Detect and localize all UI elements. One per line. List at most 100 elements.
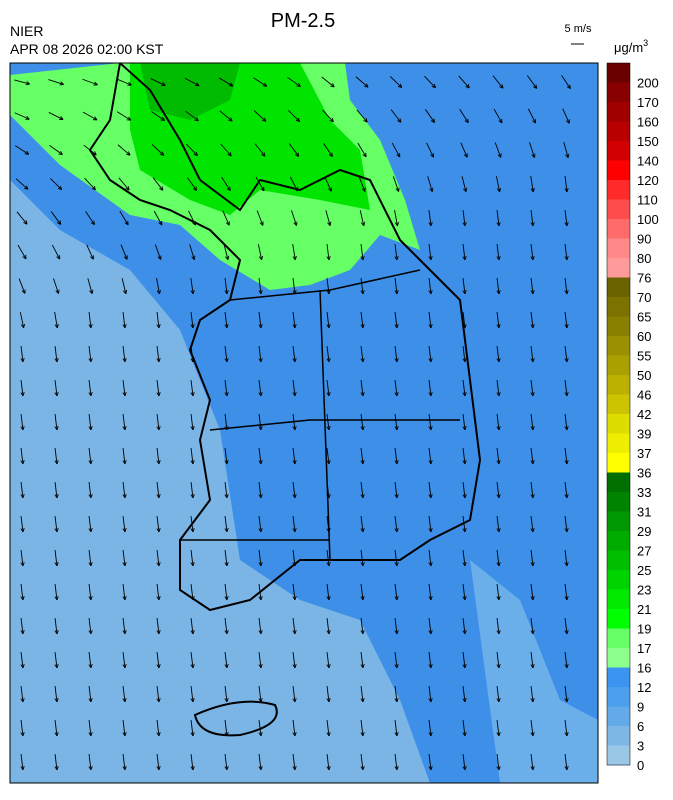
wind-arrow-head [295, 117, 301, 123]
wind-arrow [530, 720, 534, 736]
wind-arrow [360, 618, 364, 634]
wind-arrow [530, 584, 534, 600]
wind-arrow-head [530, 460, 535, 465]
wind-arrow [289, 176, 299, 192]
wind-arrow [564, 346, 568, 362]
wind-arrow-head [462, 766, 467, 771]
wind-arrow-head [190, 426, 195, 431]
wind-arrow-head [122, 494, 127, 499]
wind-arrow [530, 448, 534, 464]
legend-swatch [607, 628, 630, 649]
wind-arrow [496, 244, 500, 260]
wind-arrow [394, 652, 398, 668]
wind-arrow [48, 79, 64, 85]
wind-arrow [292, 380, 296, 396]
wind-arrow [326, 346, 330, 362]
wind-arrow [564, 312, 568, 328]
wind-arrow-head [296, 82, 301, 88]
wind-arrow [291, 210, 297, 226]
legend-swatch [607, 121, 630, 142]
wind-arrow-head [122, 630, 127, 635]
wind-arrow [357, 142, 367, 158]
wind-arrow-head [360, 221, 366, 227]
wind-arrow-head [90, 255, 94, 260]
wind-arrow [325, 210, 331, 226]
wind-arrow [530, 652, 534, 668]
wind-arrow [496, 210, 500, 226]
wind-arrow-head [127, 81, 132, 86]
wind-arrow [258, 686, 262, 702]
wind-arrow [360, 414, 364, 430]
wind-arrow-head [564, 528, 569, 533]
wind-arrow-head [565, 153, 570, 159]
wind-arrow [156, 448, 160, 464]
wind-arrow [54, 550, 58, 566]
wind-arrow-head [496, 426, 501, 431]
wind-arrow [392, 176, 400, 192]
wind-arrow [19, 312, 25, 328]
wind-arrow [224, 346, 228, 362]
legend-label: 25 [637, 563, 651, 578]
wind-arrow [20, 720, 24, 736]
wind-arrow-head [156, 732, 161, 737]
unit-base: μg/m [614, 40, 643, 55]
wind-arrow [360, 244, 364, 260]
wind-arrow-head [499, 84, 504, 89]
wind-arrow-head [564, 698, 569, 703]
wind-arrow [150, 78, 166, 86]
wind-arrow-head [564, 324, 569, 329]
wind-arrow [156, 414, 160, 430]
wind-arrow [224, 380, 228, 396]
wind-arrow [530, 312, 534, 328]
wind-arrow-head [294, 152, 300, 157]
wind-arrow-head [190, 460, 195, 465]
wind-arrow-head [530, 630, 535, 635]
wind-arrow-head [462, 290, 467, 295]
wind-arrow [156, 550, 160, 566]
wind-arrow-head [54, 596, 59, 601]
wind-arrow-head [564, 664, 569, 669]
wind-arrow [122, 414, 126, 430]
wind-arrow-head [92, 116, 98, 121]
wind-arrow [218, 77, 234, 87]
wind-arrow-head [530, 698, 535, 703]
wind-arrow-head [292, 528, 297, 533]
legend-swatch [607, 472, 630, 493]
wind-arrow-head [360, 358, 365, 363]
wind-arrow-head [462, 528, 467, 533]
legend-label: 3 [637, 739, 644, 754]
wind-arrow-head [428, 528, 433, 533]
wind-arrow-head [58, 150, 63, 156]
legend-swatch [607, 550, 630, 571]
wind-arrow [496, 686, 500, 702]
wind-arrow [394, 210, 398, 226]
wind-arrow [496, 584, 500, 600]
wind-arrow-head [224, 664, 229, 669]
map [9, 62, 599, 784]
wind-arrow [88, 312, 92, 328]
wind-arrow [292, 754, 296, 770]
wind-arrow [20, 414, 24, 430]
wind-arrow-head [156, 324, 161, 329]
wind-arrow-head [360, 324, 365, 329]
wind-arrow [14, 112, 30, 120]
wind-arrow [122, 448, 126, 464]
legend-swatch [607, 726, 630, 746]
legend-label: 170 [637, 95, 659, 110]
wind-arrow [17, 244, 27, 260]
wind-arrow [190, 448, 194, 464]
wind-arrow [292, 414, 296, 430]
wind-arrow [20, 550, 24, 566]
wind-arrow [190, 754, 194, 770]
wind-arrow-head [565, 119, 570, 124]
wind-arrow-head [394, 460, 399, 465]
wind-arrow [427, 176, 433, 192]
wind-arrow-head [224, 426, 229, 431]
wind-arrow-head [125, 186, 130, 191]
wind-arrow [355, 76, 369, 88]
wind-arrow [326, 584, 330, 600]
wind-arrow [83, 144, 97, 156]
wind-arrow-head [532, 119, 537, 124]
low-zone [10, 180, 430, 783]
wind-arrow-head [258, 664, 263, 669]
